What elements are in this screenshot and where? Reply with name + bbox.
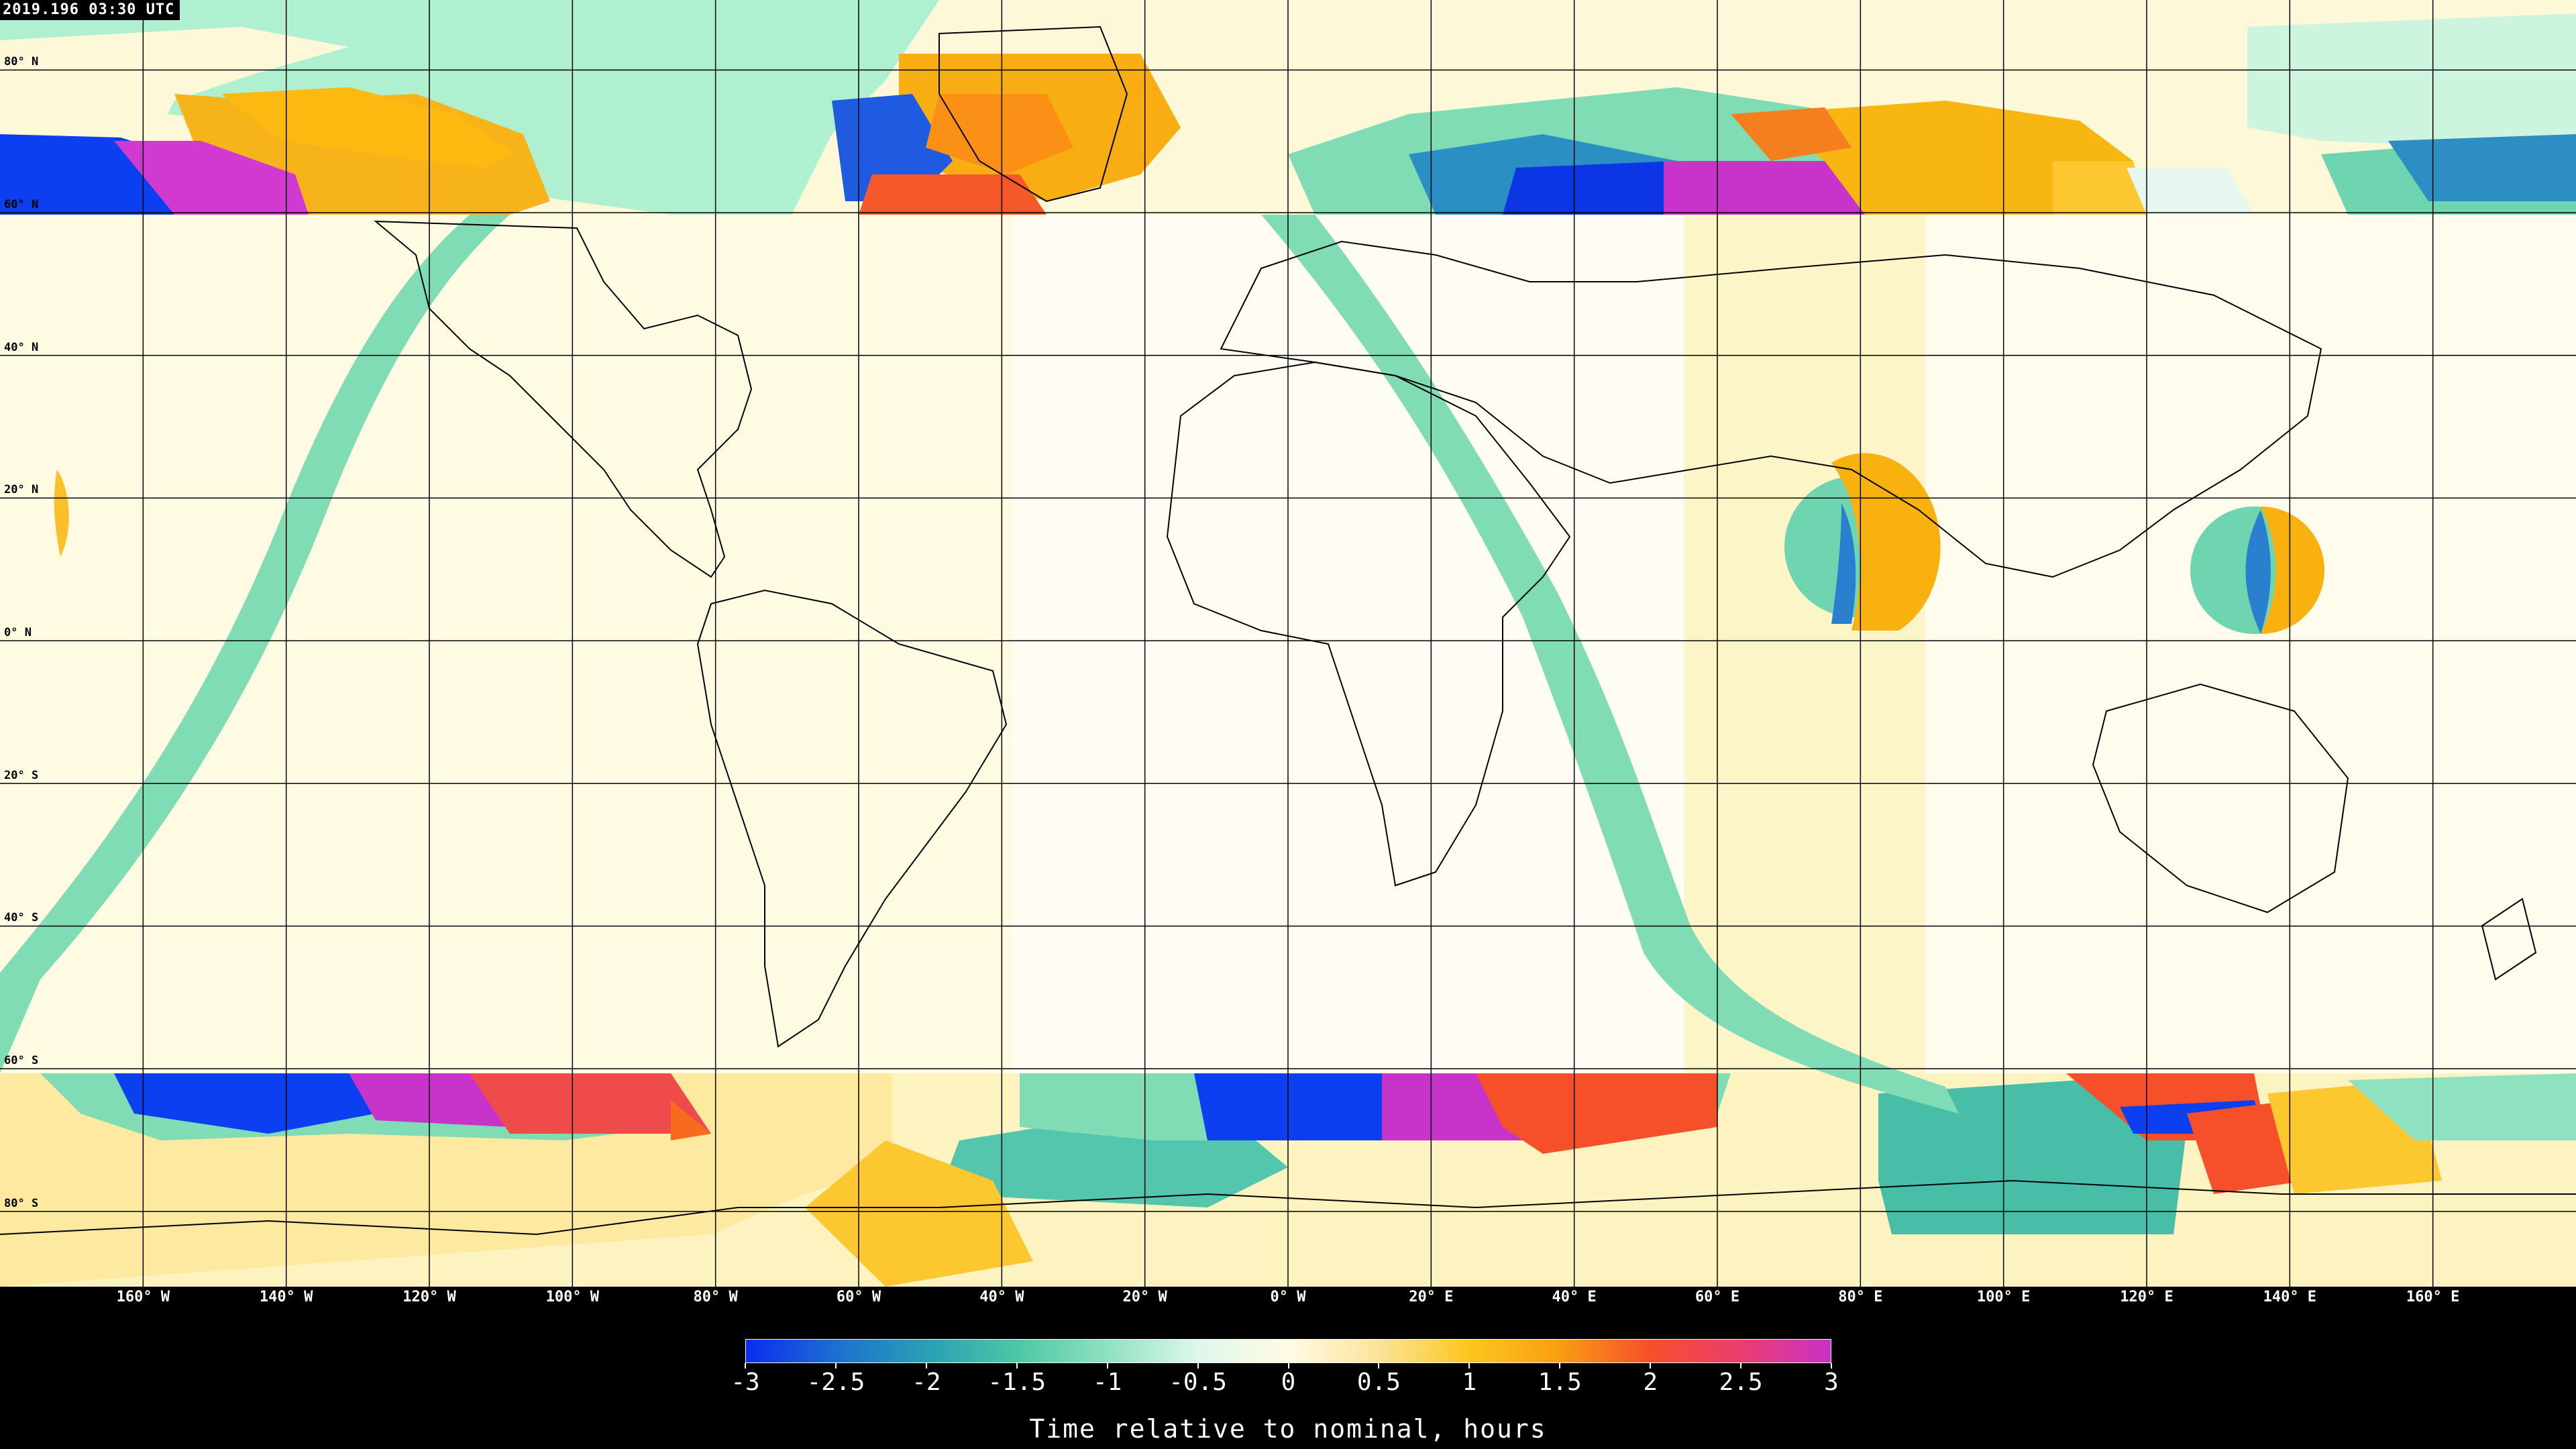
longitude-label: 80° E: [1838, 1289, 1883, 1305]
longitude-label: 20° W: [1122, 1289, 1167, 1305]
west-pacific-artifact: [54, 470, 69, 557]
longitude-label: 40° W: [979, 1289, 1024, 1305]
longitude-label: 160° E: [2406, 1289, 2460, 1305]
colorbar-tickmark: [1378, 1363, 1380, 1368]
east-swath: [1925, 215, 2576, 1073]
colorbar-tickmark: [1650, 1363, 1652, 1368]
longitude-label: 140° E: [2263, 1289, 2317, 1305]
colorbar-tickmark: [1106, 1363, 1108, 1368]
latitude-label: 20° N: [4, 483, 39, 497]
longitude-label: 20° E: [1409, 1289, 1454, 1305]
latitude-label: 80° N: [4, 55, 39, 69]
longitude-label: 120° E: [2120, 1289, 2174, 1305]
longitude-label: 120° W: [402, 1289, 456, 1305]
latitude-label: 20° S: [4, 768, 39, 782]
longitude-label: 0° W: [1270, 1289, 1306, 1305]
world-map: [0, 0, 2576, 1287]
colorbar-tickmark: [925, 1363, 927, 1368]
colorbar-tick-label: -1.5: [987, 1368, 1046, 1396]
colorbar-tick-label: 1: [1462, 1368, 1477, 1396]
graticule: [0, 0, 2576, 1287]
longitude-label: 40° E: [1552, 1289, 1597, 1305]
longitude-label: 100° W: [545, 1289, 600, 1305]
colorbar-tick-label: 2: [1643, 1368, 1658, 1396]
colorbar-title: Time relative to nominal, hours: [1029, 1414, 1547, 1444]
longitude-label: 80° W: [693, 1289, 738, 1305]
colorbar-tickmark: [1468, 1363, 1470, 1368]
latitude-label: 40° S: [4, 911, 39, 925]
longitude-label: 100° E: [1976, 1289, 2031, 1305]
coastlines: [0, 25, 2576, 1236]
timestamp-label: 2019.196 03:30 UTC: [0, 0, 180, 20]
colorbar-tick-label: -0.5: [1169, 1368, 1227, 1396]
colorbar-tick-label: 0: [1281, 1368, 1296, 1396]
longitude-label: 140° W: [259, 1289, 313, 1305]
colorbar-tick-label: 1.5: [1538, 1368, 1582, 1396]
colorbar-tickmark: [835, 1363, 837, 1368]
colorbar-tickmark: [1016, 1363, 1018, 1368]
colorbar-tickmark: [1740, 1363, 1742, 1368]
colorbar-tick-label: -2.5: [806, 1368, 865, 1396]
colorbar-tickmark: [1831, 1363, 1832, 1368]
colorbar-tick-label: 3: [1824, 1368, 1839, 1396]
colorbar-tickmark: [745, 1363, 746, 1368]
latitude-label: 40° N: [4, 340, 39, 354]
latitude-label: 60° S: [4, 1054, 39, 1068]
longitude-label: 60° E: [1695, 1289, 1740, 1305]
latitude-label: 60° N: [4, 198, 39, 212]
colorbar-tick-label: -3: [731, 1368, 760, 1396]
longitude-label: 60° W: [836, 1289, 881, 1305]
colorbar: [745, 1339, 1831, 1363]
latitude-label: 80° S: [4, 1196, 39, 1210]
center-swath: [1013, 215, 1684, 1073]
colorbar-tick-label: -1: [1092, 1368, 1122, 1396]
latitude-label: 0° N: [4, 626, 32, 640]
east-swath-stripe: [1261, 215, 1959, 1114]
west-swath-stripe: [0, 215, 510, 1073]
pacific-circle: [2190, 506, 2324, 634]
colorbar-tick-label: 2.5: [1719, 1368, 1763, 1396]
map-canvas: [0, 0, 2576, 1287]
colorbar-tickmark: [1287, 1363, 1289, 1368]
longitude-label: 160° W: [116, 1289, 170, 1305]
colorbar-tick-label: 0.5: [1356, 1368, 1401, 1396]
colorbar-tick-label: -2: [912, 1368, 941, 1396]
colorbar-tickmark: [1197, 1363, 1199, 1368]
colorbar-tickmark: [1559, 1363, 1561, 1368]
